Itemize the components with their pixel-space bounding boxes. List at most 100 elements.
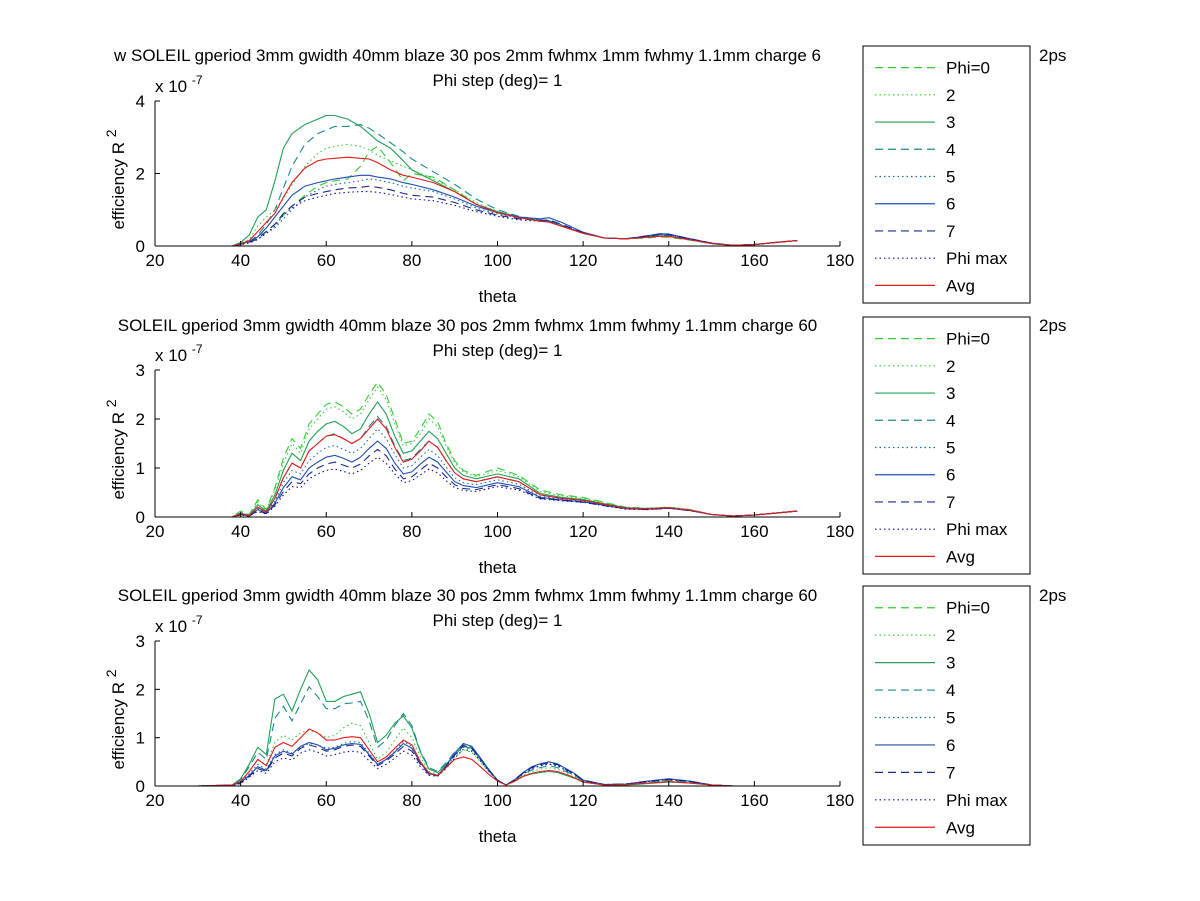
series-line-7	[197, 185, 798, 246]
series-line-phi-max	[197, 748, 798, 786]
series-line-phi-max	[197, 191, 798, 246]
series-line-phi-0	[197, 145, 798, 246]
legend-label: 4	[946, 681, 955, 700]
y-tick-label: 4	[136, 92, 145, 111]
y-axis-label: efficiency R 2	[103, 669, 128, 769]
x-tick-label: 120	[569, 522, 597, 541]
x-tick-label: 100	[483, 522, 511, 541]
legend-label: 3	[946, 113, 955, 132]
series-group	[197, 668, 798, 786]
y-axis-label: efficiency R 2	[103, 129, 128, 229]
x-tick-label: 160	[740, 522, 768, 541]
x-tick-label: 160	[740, 251, 768, 270]
series-line-3	[197, 400, 798, 517]
y-tick-label: 3	[136, 361, 145, 380]
x-tick-label: 40	[231, 522, 250, 541]
series-line-4	[197, 415, 798, 517]
legend: Phi=0 2 3 4 5 6 7 Phi max Avg	[862, 316, 1031, 575]
legend-label: Phi=0	[946, 599, 990, 618]
chart-title: SOLEIL gperiod 3mm gwidth 40mm blaze 30 …	[118, 586, 817, 605]
legend-label: 3	[946, 654, 955, 673]
series-line-phi-max	[197, 456, 798, 517]
legend-label: Phi max	[946, 520, 1008, 539]
series-line-4	[197, 685, 798, 786]
y-exponent-label: x 10 -7	[155, 73, 203, 96]
chart-panel-2: SOLEIL gperiod 3mm gwidth 40mm blaze 30 …	[103, 316, 1066, 577]
y-exponent-label: x 10 -7	[155, 613, 203, 636]
series-line-3	[197, 114, 798, 246]
x-tick-label: 180	[826, 251, 854, 270]
x-tick-label: 40	[231, 791, 250, 810]
y-tick-label: 0	[136, 237, 145, 256]
legend-label: 7	[946, 493, 955, 512]
chart-subtitle: Phi step (deg)= 1	[433, 611, 563, 630]
legend-box	[862, 585, 1031, 846]
series-line-7	[197, 448, 798, 517]
series-line-6	[197, 174, 798, 246]
x-tick-label: 20	[146, 791, 165, 810]
y-tick-label: 2	[136, 165, 145, 184]
legend-label: 7	[946, 763, 955, 782]
legend: Phi=0 2 3 4 5 6 7 Phi max Avg	[862, 45, 1031, 304]
legend-label: 6	[946, 736, 955, 755]
series-line-3	[197, 668, 798, 786]
legend: Phi=0 2 3 4 5 6 7 Phi max Avg	[862, 585, 1031, 846]
x-tick-label: 80	[402, 251, 421, 270]
x-axis-label: theta	[479, 558, 517, 577]
x-tick-label: 140	[655, 251, 683, 270]
y-exponent-superscript: -7	[192, 342, 203, 356]
y-axis-label-superscript: 2	[103, 129, 119, 137]
y-tick-label: 0	[136, 508, 145, 527]
legend-label: Phi=0	[946, 59, 990, 78]
legend-label: 5	[946, 709, 955, 728]
y-exponent-superscript: -7	[192, 613, 203, 627]
legend-label: Phi=0	[946, 330, 990, 349]
chart-title-tail: 2ps	[1039, 46, 1066, 65]
legend-label: Avg	[946, 547, 975, 566]
y-axis-label-superscript: 2	[103, 669, 119, 677]
y-tick-label: 2	[136, 410, 145, 429]
legend-label: 3	[946, 384, 955, 403]
legend-label: Phi max	[946, 249, 1008, 268]
x-axis-label: theta	[479, 827, 517, 846]
legend-label: 2	[946, 626, 955, 645]
series-line-2	[197, 386, 798, 517]
legend-label: 6	[946, 466, 955, 485]
legend-box	[862, 45, 1031, 304]
y-axis-label-superscript: 2	[103, 399, 119, 407]
x-tick-label: 120	[569, 791, 597, 810]
x-tick-label: 20	[146, 522, 165, 541]
legend-label: Avg	[946, 276, 975, 295]
x-axis-label: theta	[479, 287, 517, 306]
x-tick-label: 100	[483, 251, 511, 270]
x-tick-label: 40	[231, 251, 250, 270]
chart-title: SOLEIL gperiod 3mm gwidth 40mm blaze 30 …	[118, 316, 817, 335]
x-tick-label: 120	[569, 251, 597, 270]
x-tick-label: 60	[317, 522, 336, 541]
legend-label: 2	[946, 86, 955, 105]
series-line-2	[197, 143, 798, 246]
legend-label: 4	[946, 140, 955, 159]
x-tick-label: 80	[402, 791, 421, 810]
y-tick-label: 1	[136, 729, 145, 748]
chart-subtitle: Phi step (deg)= 1	[433, 341, 563, 360]
series-group	[197, 114, 798, 246]
series-group	[197, 381, 798, 517]
x-tick-label: 180	[826, 791, 854, 810]
y-axis-label: efficiency R 2	[103, 399, 128, 499]
x-tick-label: 180	[826, 522, 854, 541]
x-tick-label: 60	[317, 791, 336, 810]
series-line-4	[197, 124, 798, 246]
legend-label: 4	[946, 411, 955, 430]
legend-label: 2	[946, 357, 955, 376]
legend-label: 5	[946, 439, 955, 458]
series-line-avg	[197, 418, 798, 517]
legend-label: Avg	[946, 818, 975, 837]
series-line-7	[197, 744, 798, 786]
x-tick-label: 160	[740, 791, 768, 810]
legend-label: 6	[946, 195, 955, 214]
y-exponent-superscript: -7	[192, 73, 203, 87]
y-tick-label: 2	[136, 680, 145, 699]
series-line-5	[197, 427, 798, 517]
x-tick-label: 60	[317, 251, 336, 270]
